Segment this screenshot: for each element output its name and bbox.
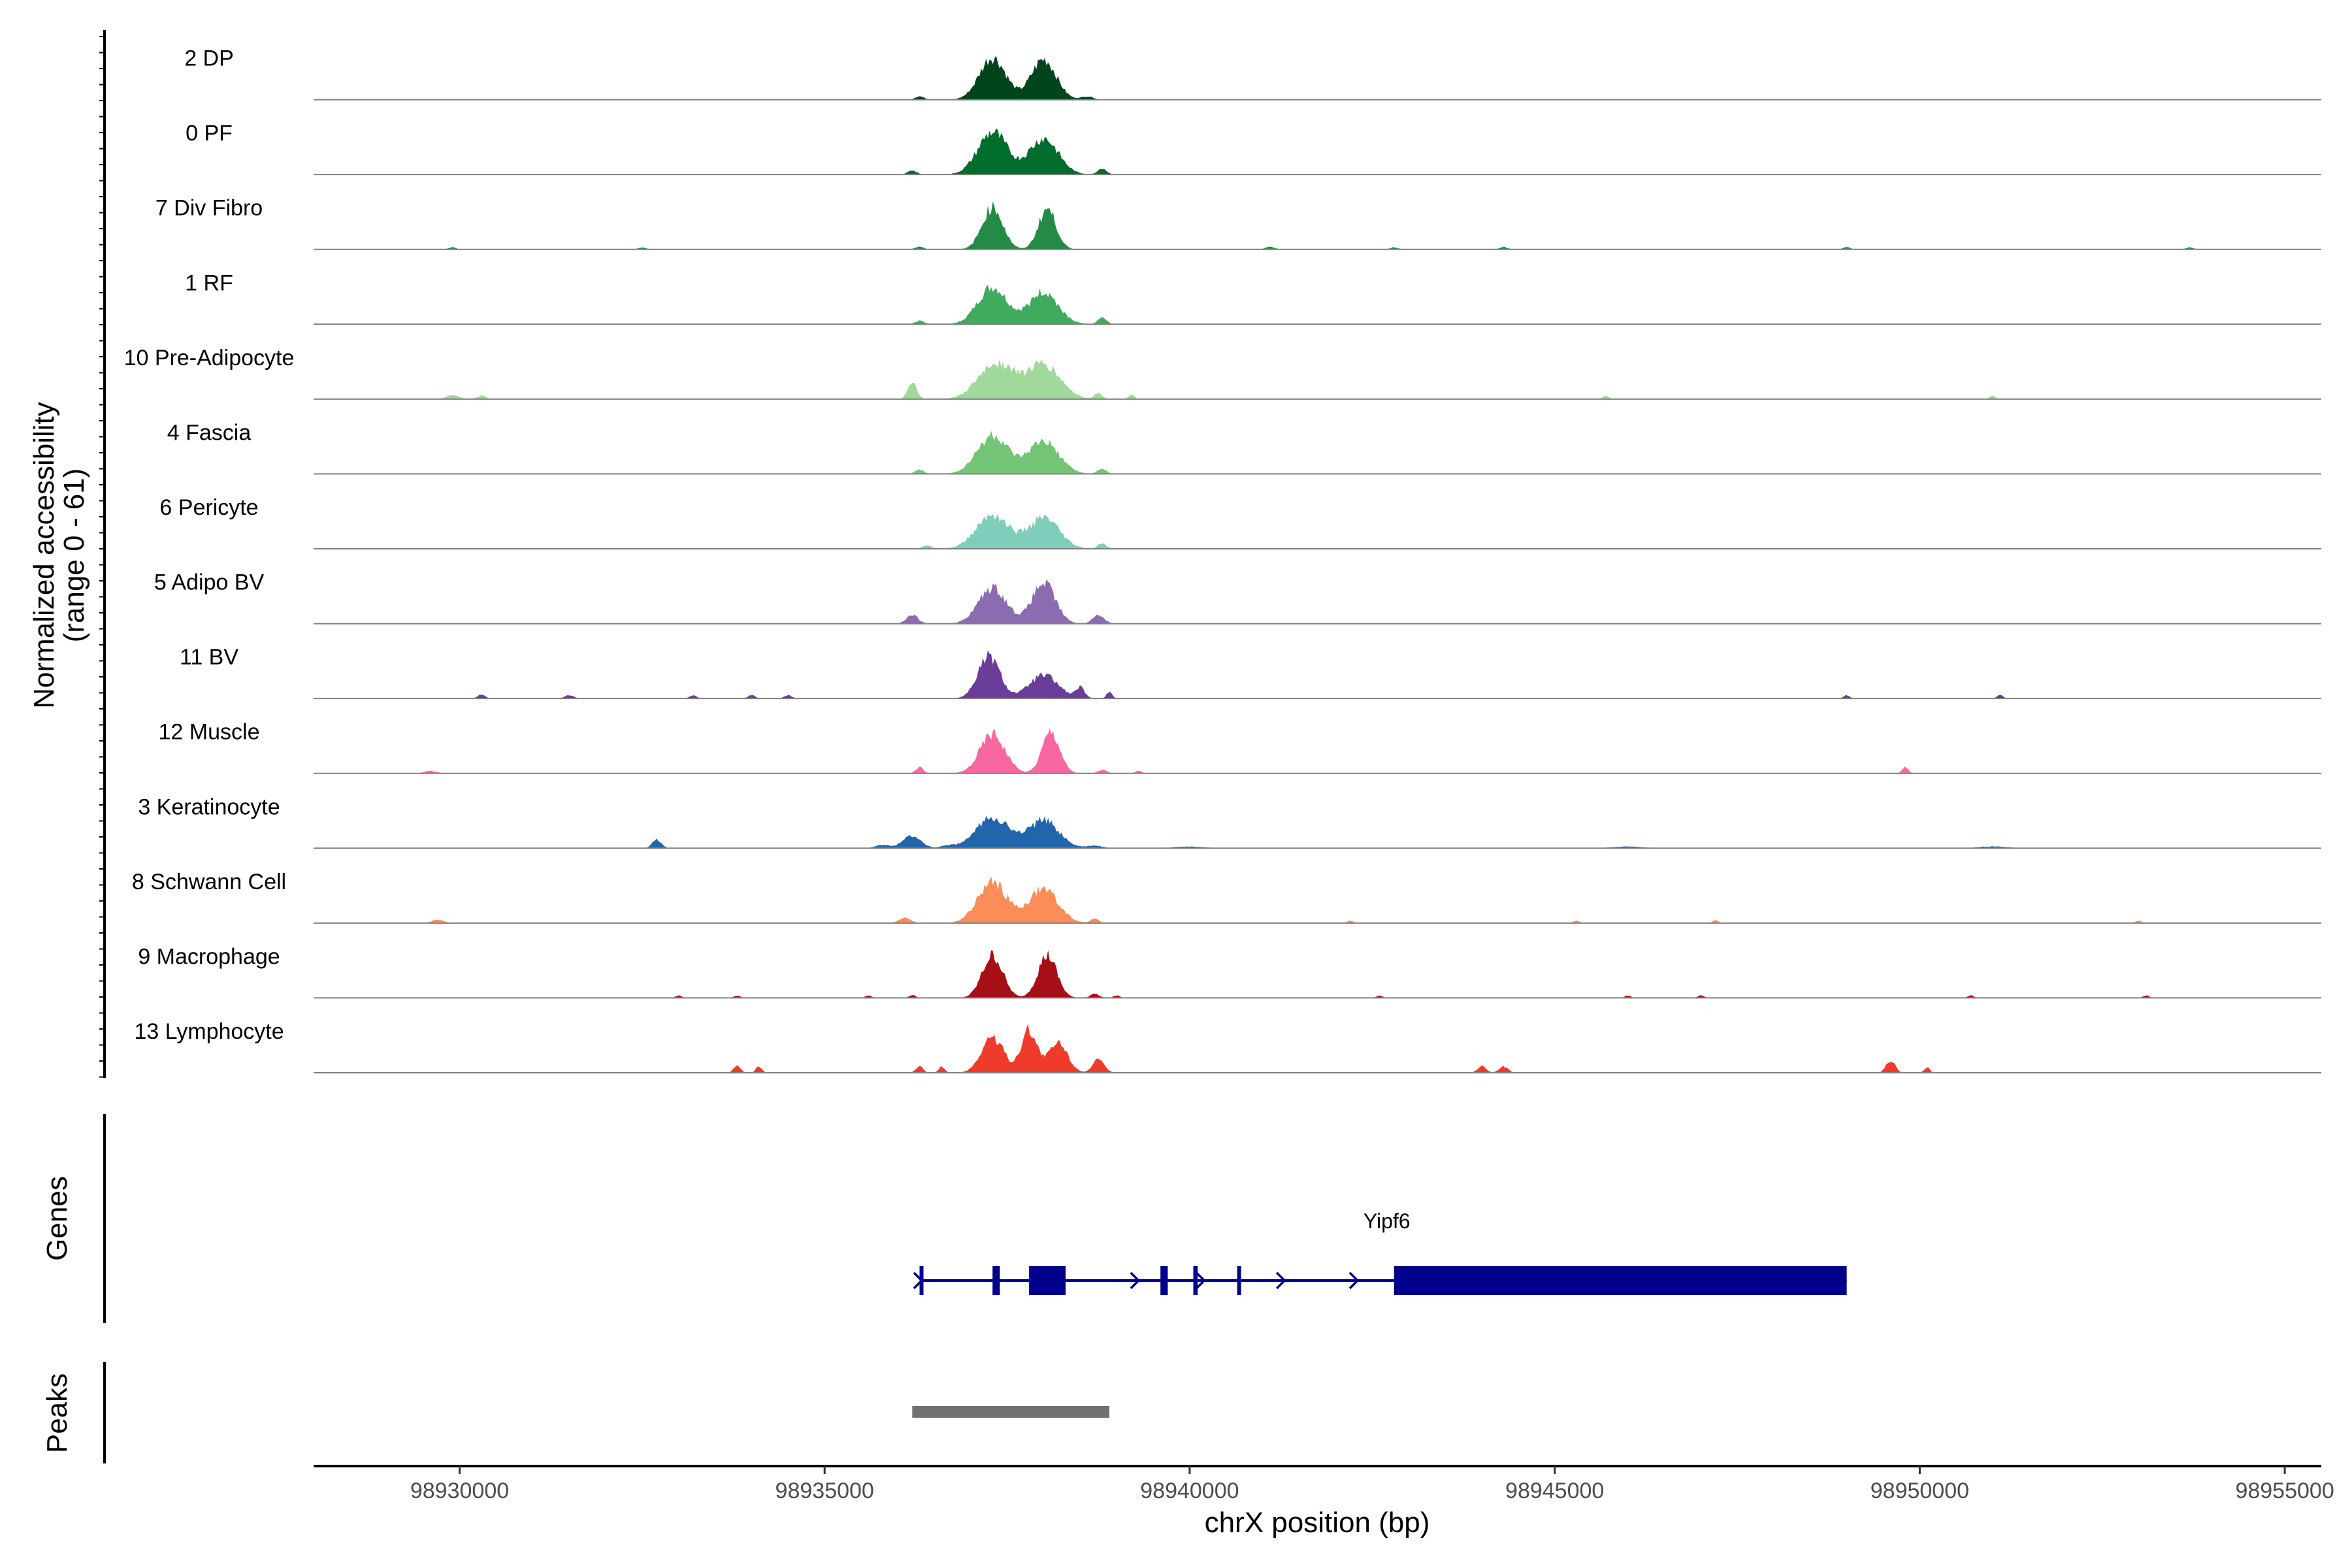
strand-arrow	[1348, 1271, 1360, 1290]
track-label: 13 Lymphocyte	[134, 1019, 284, 1044]
track-11: 3 Keratinocyte	[138, 794, 2321, 849]
peak-regions	[912, 1406, 1109, 1418]
gene-exon	[1193, 1266, 1198, 1295]
track-1: 2 DP	[184, 46, 2321, 101]
track-label: 5 Adipo BV	[154, 570, 265, 595]
track-13: 9 Macrophage	[138, 944, 2321, 999]
track-6: 4 Fascia	[167, 420, 2321, 475]
track-label: 9 Macrophage	[138, 944, 280, 969]
x-tick-label: 98945000	[1505, 1478, 1604, 1503]
track-label: 2 DP	[184, 46, 234, 71]
peak-region	[912, 1406, 1109, 1418]
gene-name-label: Yipf6	[1364, 1209, 1411, 1233]
track-label: 7 Div Fibro	[155, 196, 263, 221]
coverage-tracks: 2 DP 0 PF 7 Div Fibro 1 RF 10 Pre-Adipocyte 4…	[124, 46, 2321, 1073]
track-label: 6 Pericyte	[159, 495, 258, 520]
peaks-track-title: Peaks	[41, 1373, 73, 1453]
track-label: 3 Keratinocyte	[138, 794, 280, 819]
strand-arrow	[1275, 1271, 1286, 1290]
track-3: 7 Div Fibro	[155, 196, 2321, 250]
track-7: 6 Pericyte	[159, 495, 2321, 549]
track-8: 5 Adipo BV	[154, 570, 2321, 625]
track-label: 11 BV	[180, 645, 238, 670]
y-axis-ticks	[99, 36, 105, 1078]
y-axis-range: (range 0 - 61)	[58, 468, 90, 643]
strand-arrow	[1196, 1271, 1206, 1290]
x-tick-label: 98940000	[1140, 1478, 1239, 1503]
x-axis-ticks: 98930000 98935000 98940000 98945000 98950000…	[410, 1466, 2334, 1503]
track-label: 10 Pre-Adipocyte	[124, 346, 295, 370]
gene-exon	[1160, 1266, 1168, 1295]
track-2: 0 PF	[186, 121, 2321, 176]
strand-arrow	[1130, 1271, 1141, 1290]
track-label: 0 PF	[186, 121, 233, 146]
track-5: 10 Pre-Adipocyte	[124, 346, 2321, 400]
track-12: 8 Schwann Cell	[132, 870, 2321, 924]
y-axis-title: Normalized accessibility	[28, 402, 60, 708]
gene-exon	[1029, 1266, 1066, 1295]
track-4: 1 RF	[185, 270, 2321, 325]
gene-model: Yipf6	[913, 1209, 1847, 1295]
x-tick-label: 98935000	[776, 1478, 874, 1503]
strand-arrow	[913, 1271, 924, 1290]
x-tick-label: 98950000	[1870, 1478, 1969, 1503]
genes-track-title: Genes	[41, 1176, 73, 1261]
gene-exon	[1237, 1266, 1241, 1295]
track-9: 11 BV	[180, 645, 2321, 700]
x-axis-title: chrX position (bp)	[1205, 1507, 1430, 1539]
track-label: 12 Muscle	[159, 720, 260, 745]
x-tick-label: 98955000	[2235, 1478, 2334, 1503]
gene-exon	[1394, 1266, 1847, 1295]
track-label: 8 Schwann Cell	[132, 870, 286, 894]
track-label: 4 Fascia	[167, 420, 252, 445]
x-tick-label: 98930000	[410, 1478, 509, 1503]
track-label: 1 RF	[185, 270, 233, 295]
track-14: 13 Lymphocyte	[134, 1019, 2321, 1073]
track-10: 12 Muscle	[159, 720, 2321, 774]
gene-exon	[992, 1266, 1000, 1295]
